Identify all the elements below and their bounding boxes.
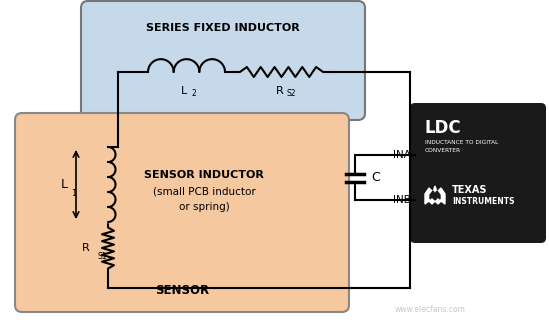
Text: INDUCTANCE TO DIGITAL: INDUCTANCE TO DIGITAL [425,140,498,145]
Text: LDC: LDC [425,119,462,137]
Text: SENSOR: SENSOR [155,283,209,296]
Text: S1: S1 [98,252,108,261]
Text: S2: S2 [287,89,296,98]
Text: R: R [276,86,283,96]
Text: 1: 1 [71,189,76,198]
Text: L: L [60,178,68,191]
FancyBboxPatch shape [15,113,349,312]
Text: INB: INB [393,195,411,205]
FancyBboxPatch shape [410,103,546,243]
Polygon shape [430,191,440,200]
Text: SERIES FIXED INDUCTOR: SERIES FIXED INDUCTOR [146,23,300,33]
Text: (small PCB inductor: (small PCB inductor [153,187,256,197]
Text: C: C [371,171,380,184]
Text: SENSOR INDUCTOR: SENSOR INDUCTOR [144,170,264,180]
FancyBboxPatch shape [81,1,365,120]
Text: R: R [82,243,90,253]
Text: 2: 2 [192,89,196,98]
Text: INA: INA [393,150,411,160]
Polygon shape [425,186,445,204]
Text: TEXAS: TEXAS [452,185,488,195]
Text: CONVERTER: CONVERTER [425,149,461,154]
Text: INSTRUMENTS: INSTRUMENTS [452,197,514,206]
Text: or spring): or spring) [179,202,230,212]
Text: L: L [181,86,188,96]
Text: www.elecfans.com: www.elecfans.com [395,305,466,314]
